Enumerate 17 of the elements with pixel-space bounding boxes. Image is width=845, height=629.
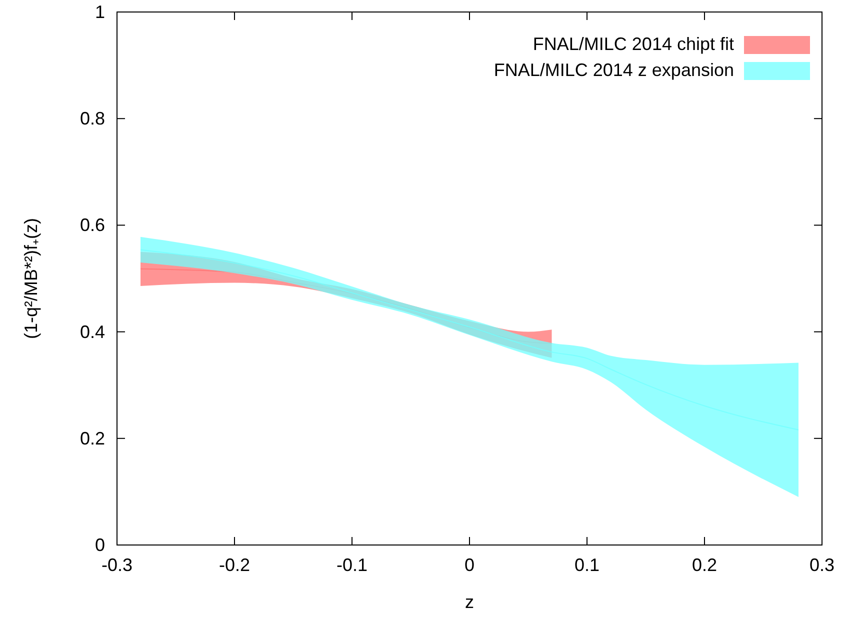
x-tick-label: 0 bbox=[464, 555, 475, 575]
legend-label: FNAL/MILC 2014 chipt fit bbox=[532, 34, 734, 54]
x-tick-label: -0.1 bbox=[336, 555, 368, 575]
y-tick-label: 0.4 bbox=[80, 322, 105, 342]
x-tick-label: 0.1 bbox=[574, 555, 600, 575]
x-tick-label: -0.2 bbox=[218, 555, 250, 575]
y-tick-label: 0.2 bbox=[80, 428, 105, 448]
y-tick-label: 0.6 bbox=[80, 215, 105, 236]
x-tick-label: 0.3 bbox=[809, 555, 835, 575]
y-tick-label: 0 bbox=[94, 535, 105, 555]
x-axis-title: z bbox=[465, 592, 474, 612]
y-tick-label: 0.8 bbox=[80, 108, 105, 129]
legend-label: FNAL/MILC 2014 z expansion bbox=[494, 60, 734, 80]
y-tick-label: 1 bbox=[94, 2, 105, 22]
y-axis-title: (1-q²/MB*²)f₊(z) bbox=[21, 218, 41, 339]
x-tick-label: -0.3 bbox=[101, 555, 133, 575]
x-tick-label: 0.2 bbox=[692, 555, 718, 575]
